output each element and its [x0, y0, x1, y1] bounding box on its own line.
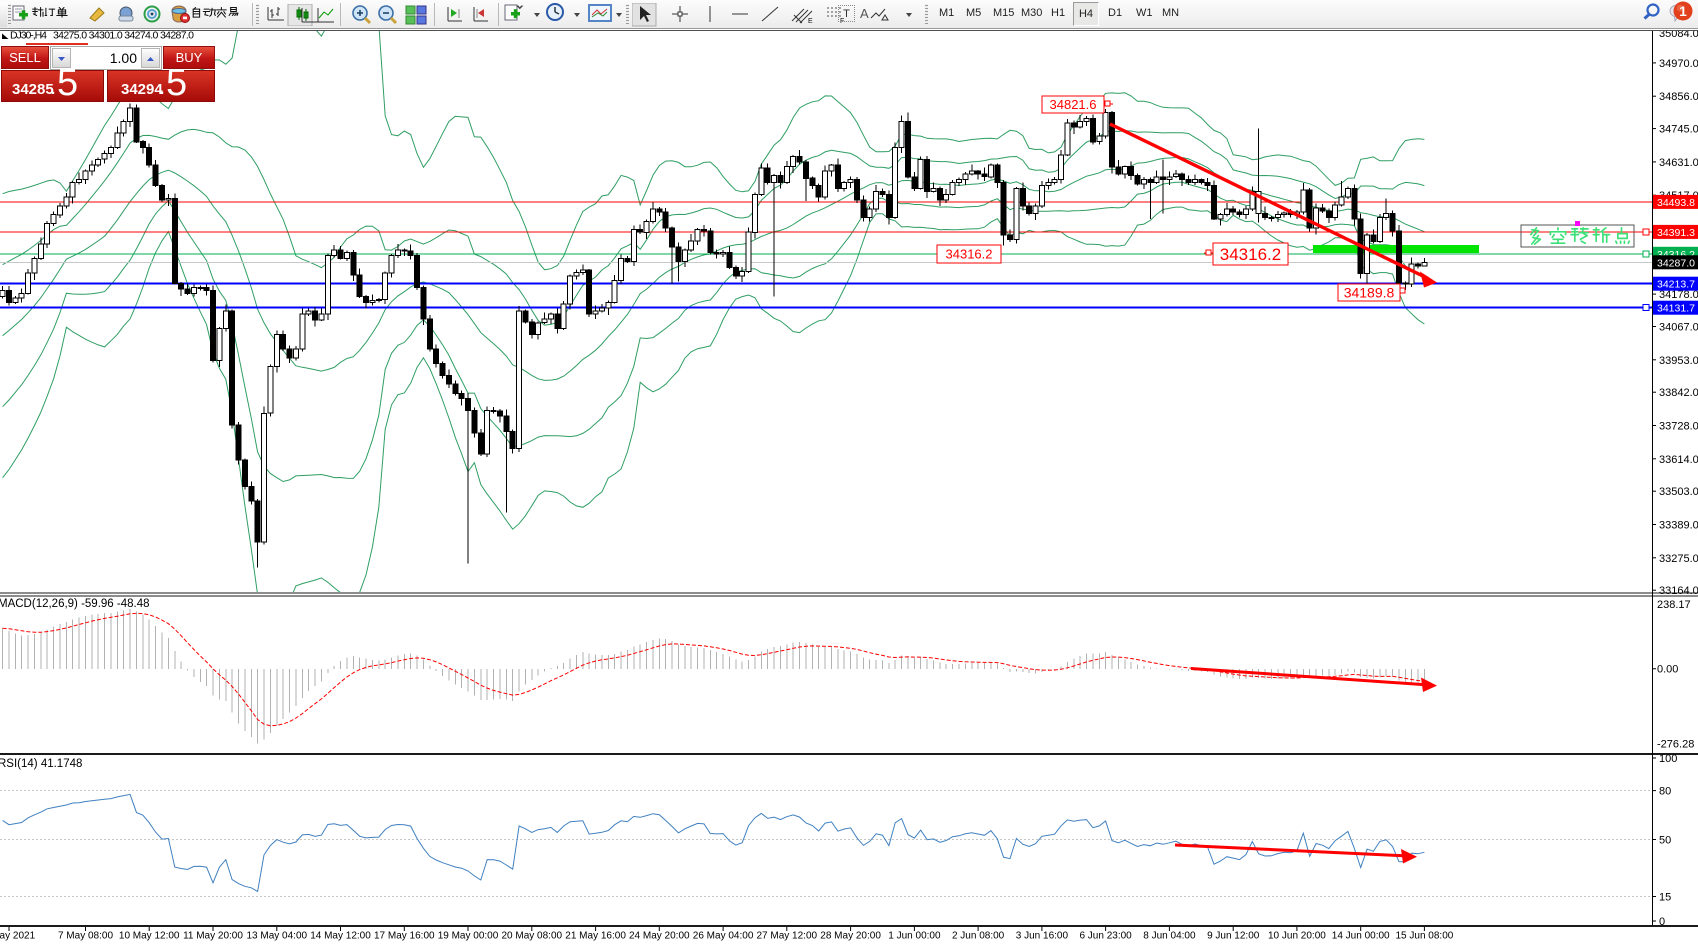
- svg-text:34856.0: 34856.0: [1659, 91, 1698, 103]
- svg-text:6 Jun 23:00: 6 Jun 23:00: [1079, 931, 1132, 942]
- svg-text:33842.0: 33842.0: [1659, 387, 1698, 399]
- svg-text:5 May 2021: 5 May 2021: [0, 931, 36, 942]
- svg-text:34189.8: 34189.8: [1344, 285, 1395, 301]
- svg-text:33614.0: 33614.0: [1659, 454, 1698, 466]
- svg-text:34821.6: 34821.6: [1050, 97, 1097, 112]
- svg-text:0.00: 0.00: [1657, 664, 1678, 676]
- svg-text:20 May 08:00: 20 May 08:00: [501, 931, 562, 942]
- svg-text:14 May 12:00: 14 May 12:00: [310, 931, 371, 942]
- svg-text:34970.0: 34970.0: [1659, 58, 1698, 70]
- svg-text:34493.8: 34493.8: [1657, 197, 1695, 209]
- svg-text:A: A: [860, 6, 869, 21]
- svg-text:13 May 04:00: 13 May 04:00: [246, 931, 307, 942]
- svg-text:28 May 20:00: 28 May 20:00: [820, 931, 881, 942]
- svg-text:15 Jun 08:00: 15 Jun 08:00: [1395, 931, 1453, 942]
- svg-text:26 May 04:00: 26 May 04:00: [693, 931, 754, 942]
- svg-text:19 May 00:00: 19 May 00:00: [438, 931, 499, 942]
- svg-text:34178.0: 34178.0: [1659, 289, 1698, 301]
- svg-text:9 Jun 12:00: 9 Jun 12:00: [1207, 931, 1260, 942]
- svg-text:MACD(12,26,9) -59.96 -48.48: MACD(12,26,9) -59.96 -48.48: [0, 598, 150, 610]
- svg-text:34745.0: 34745.0: [1659, 124, 1698, 136]
- svg-text:-276.28: -276.28: [1657, 739, 1694, 751]
- svg-text:7 May 08:00: 7 May 08:00: [58, 931, 113, 942]
- svg-text:33503.0: 33503.0: [1659, 486, 1698, 498]
- svg-text:33728.0: 33728.0: [1659, 421, 1698, 433]
- svg-text:E: E: [808, 18, 813, 25]
- svg-text:238.17: 238.17: [1657, 599, 1691, 611]
- svg-text:34631.0: 34631.0: [1659, 157, 1698, 169]
- svg-text:8 Jun 04:00: 8 Jun 04:00: [1143, 931, 1196, 942]
- svg-text:33164.0: 33164.0: [1659, 585, 1698, 597]
- svg-text:34131.7: 34131.7: [1657, 303, 1695, 315]
- svg-text:34275.0 34301.0 34274.0 34287.: 34275.0 34301.0 34274.0 34287.0: [53, 31, 194, 42]
- svg-text:50: 50: [1659, 835, 1671, 847]
- svg-text:10 May 12:00: 10 May 12:00: [119, 931, 180, 942]
- svg-text:2 Jun 08:00: 2 Jun 08:00: [952, 931, 1005, 942]
- svg-text:RSI(14) 41.1748: RSI(14) 41.1748: [0, 758, 82, 770]
- svg-text:DJ30-,H4: DJ30-,H4: [10, 31, 47, 42]
- svg-text:1 Jun 00:00: 1 Jun 00:00: [888, 931, 941, 942]
- svg-text:10 Jun 20:00: 10 Jun 20:00: [1268, 931, 1326, 942]
- svg-text:35084.0: 35084.0: [1659, 31, 1698, 40]
- svg-text:34287.0: 34287.0: [1657, 257, 1695, 269]
- svg-text:15: 15: [1659, 892, 1671, 904]
- svg-text:21 May 16:00: 21 May 16:00: [565, 931, 626, 942]
- svg-text:33275.0: 33275.0: [1659, 553, 1698, 565]
- svg-text:11 May 20:00: 11 May 20:00: [183, 931, 243, 942]
- svg-text:0: 0: [1659, 916, 1665, 928]
- svg-text:100: 100: [1659, 753, 1677, 765]
- svg-text:34067.0: 34067.0: [1659, 322, 1698, 334]
- svg-text:80: 80: [1659, 786, 1671, 798]
- svg-text:14 Jun 00:00: 14 Jun 00:00: [1332, 931, 1390, 942]
- svg-text:34316.2: 34316.2: [1220, 245, 1281, 264]
- svg-text:33953.0: 33953.0: [1659, 355, 1698, 367]
- svg-text:34316.2: 34316.2: [946, 247, 993, 262]
- svg-text:27 May 12:00: 27 May 12:00: [756, 931, 817, 942]
- svg-text:17 May 16:00: 17 May 16:00: [374, 931, 435, 942]
- svg-text:34391.3: 34391.3: [1657, 227, 1695, 239]
- svg-text:33389.0: 33389.0: [1659, 520, 1698, 532]
- svg-text:3 Jun 16:00: 3 Jun 16:00: [1016, 931, 1069, 942]
- svg-text:24 May 20:00: 24 May 20:00: [629, 931, 690, 942]
- svg-text:34213.7: 34213.7: [1657, 279, 1695, 291]
- svg-text:1: 1: [1679, 4, 1687, 19]
